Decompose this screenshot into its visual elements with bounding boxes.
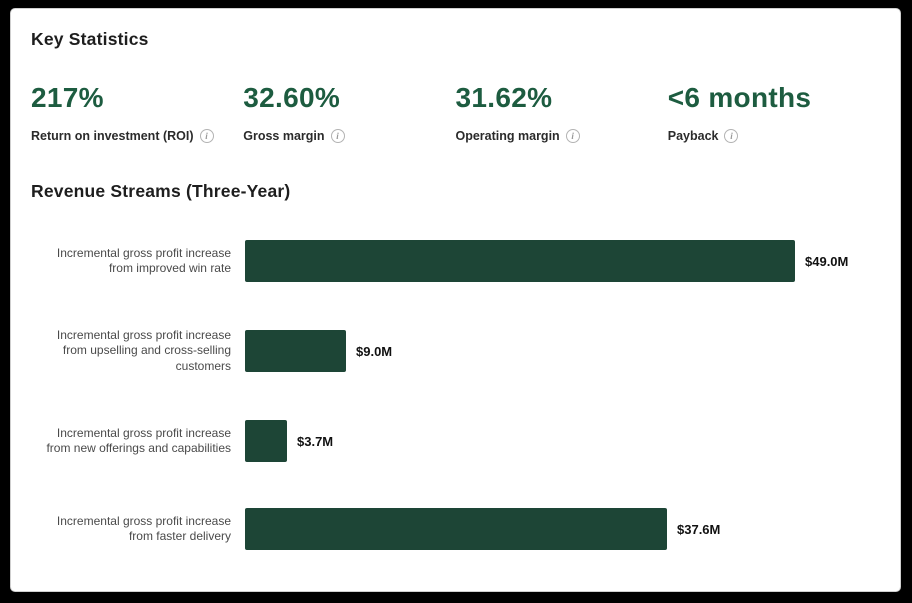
bar-value-label: $9.0M [356, 343, 393, 359]
bar-value-label: $3.7M [297, 433, 334, 449]
bar-category-label: Incremental gross profit increase from n… [46, 425, 231, 456]
stat-gross-margin-label: Gross margin [243, 129, 325, 143]
stat-operating-margin-value: 31.62% [455, 82, 553, 113]
key-statistics-title: Key Statistics [31, 29, 149, 49]
chart-row: Incremental gross profit increase from u… [31, 328, 880, 374]
revenue-chart: Incremental gross profit increase from i… [31, 240, 880, 551]
stat-roi-value: 217% [31, 82, 104, 113]
info-icon[interactable]: i [724, 129, 739, 143]
bar [245, 508, 667, 551]
chart-row: Incremental gross profit increase from n… [31, 420, 880, 463]
stat-payback: <6 months Payback i [668, 82, 880, 143]
bar-category-label: Incremental gross profit increase from u… [56, 328, 231, 373]
stat-roi: 217% Return on investment (ROI) i [31, 82, 243, 143]
revenue-streams-title: Revenue Streams (Three-Year) [31, 181, 291, 201]
bar-category-label: Incremental gross profit increase from f… [56, 513, 231, 544]
bar [245, 240, 795, 282]
bar-category-label: Incremental gross profit increase from i… [56, 245, 231, 275]
chart-row: Incremental gross profit increase from f… [31, 508, 880, 551]
stat-payback-label: Payback [667, 129, 719, 143]
stat-gross-margin-value: 32.60% [243, 82, 341, 113]
key-statistics-card: Key Statistics 217% Return on investment… [10, 8, 901, 592]
info-icon[interactable]: i [199, 129, 214, 143]
stats-grid: 217% Return on investment (ROI) i 32.60%… [31, 82, 880, 143]
bar [245, 330, 346, 373]
bar [245, 420, 287, 463]
info-icon[interactable]: i [565, 129, 580, 143]
bar-value-label: $49.0M [805, 253, 849, 269]
chart-row: Incremental gross profit increase from i… [31, 240, 880, 282]
bar-value-label: $37.6M [677, 521, 721, 537]
stat-gross-margin: 32.60% Gross margin i [243, 82, 455, 143]
stat-roi-label: Return on investment (ROI) [31, 129, 194, 143]
stat-payback-value: <6 months [667, 82, 812, 113]
stat-operating-margin-label: Operating margin [455, 129, 560, 143]
stat-operating-margin: 31.62% Operating margin i [456, 82, 668, 143]
info-icon[interactable]: i [330, 129, 345, 143]
